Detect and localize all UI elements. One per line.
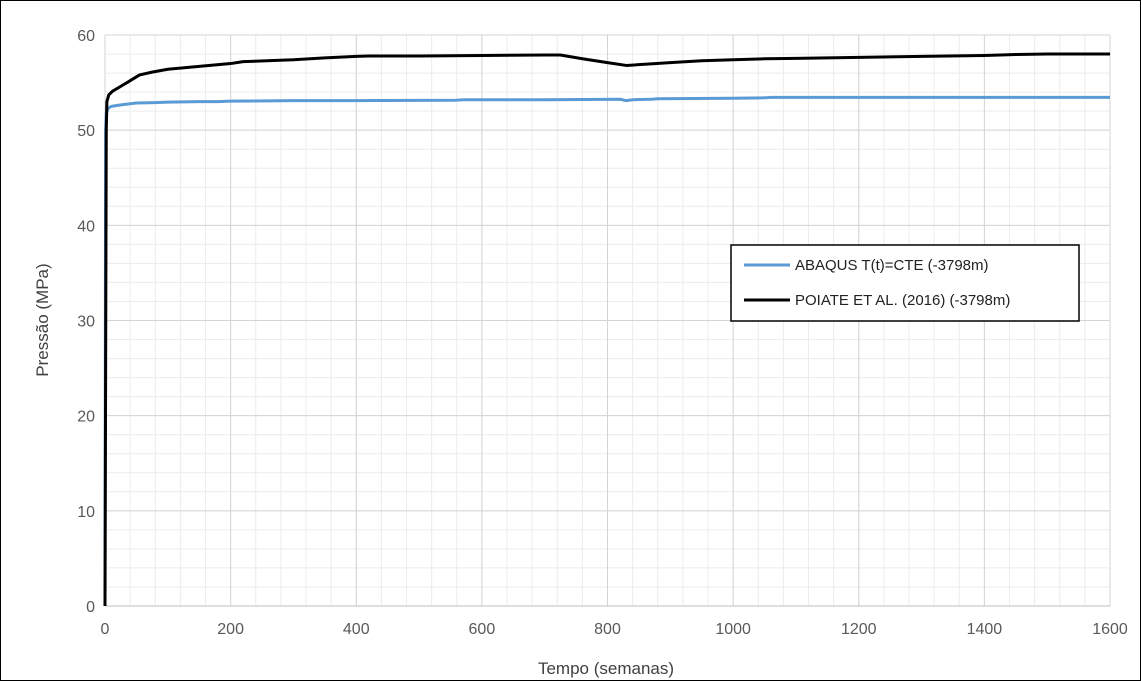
y-tick-label: 0 xyxy=(86,599,95,616)
series-line-1 xyxy=(103,95,1110,607)
series-line-2 xyxy=(103,52,1110,607)
series-layer xyxy=(103,52,1110,607)
tick-labels: 0 200 400 600 800 1000 1200 1400 1600 0 10 20 30 40 50… xyxy=(77,28,1128,638)
x-tick-label: 400 xyxy=(343,621,370,638)
x-tick-label: 1400 xyxy=(967,621,1003,638)
x-tick-label: 1600 xyxy=(1092,621,1128,638)
y-tick-label: 40 xyxy=(77,218,95,235)
legend: ABAQUS T(t)=CTE (-3798m) POIATE ET AL. (… xyxy=(730,244,1080,322)
x-tick-label: 0 xyxy=(101,621,110,638)
legend-label-series-1: ABAQUS T(t)=CTE (-3798m) xyxy=(795,257,989,274)
y-tick-label: 20 xyxy=(77,409,95,426)
x-axis-title: Tempo (semanas) xyxy=(538,659,674,678)
x-tick-label: 600 xyxy=(469,621,496,638)
legend-box xyxy=(730,244,1080,322)
y-tick-label: 60 xyxy=(77,28,95,45)
x-tick-label: 1200 xyxy=(841,621,877,638)
x-tick-label: 200 xyxy=(217,621,244,638)
x-tick-label: 1000 xyxy=(715,621,751,638)
legend-label-series-2: POIATE ET AL. (2016) (-3798m) xyxy=(795,292,1010,309)
y-tick-label: 10 xyxy=(77,504,95,521)
y-tick-label: 50 xyxy=(77,123,95,140)
x-tick-label: 800 xyxy=(594,621,621,638)
y-axis-title: Pressão (MPa) xyxy=(33,263,52,376)
y-tick-label: 30 xyxy=(77,314,95,331)
